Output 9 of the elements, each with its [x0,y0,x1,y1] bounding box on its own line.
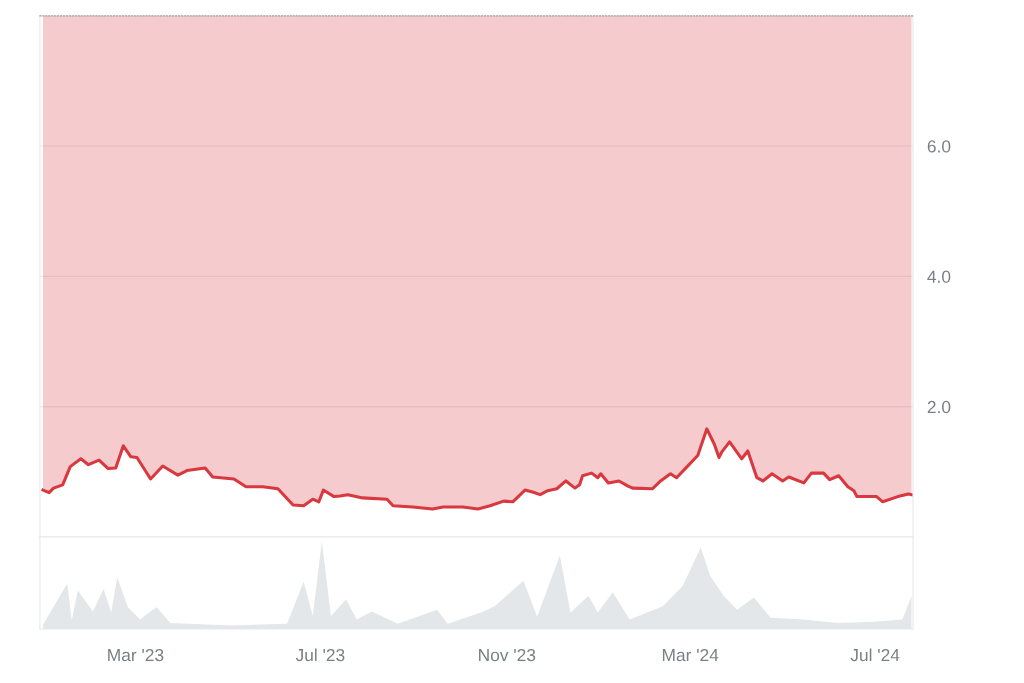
y-tick-label: 4.0 [927,270,951,283]
x-tick-label: Jul '24 [850,648,900,662]
line-series [41,427,913,511]
y-tick-label: 2.0 [927,400,951,414]
x-tick-label: Nov '23 [479,648,536,662]
x-tick-label: Jul '23 [295,648,345,662]
y-tick-label: 6.0 [927,140,951,153]
x-tick-label: Mar '23 [108,648,164,662]
x-tick-label: Mar '24 [662,648,719,662]
